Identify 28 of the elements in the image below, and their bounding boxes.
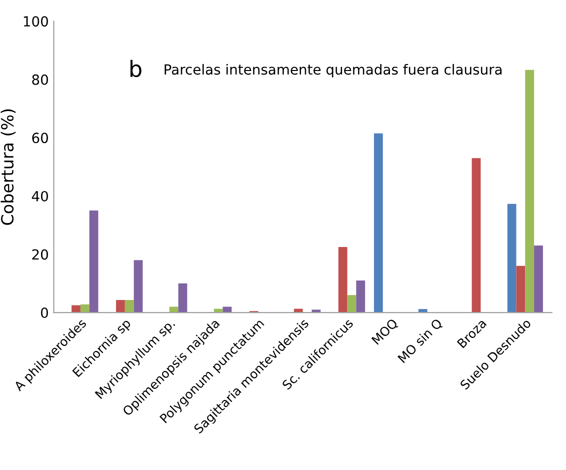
y-tick-label: 20: [32, 249, 48, 260]
bar: [356, 280, 366, 313]
annotation: b: [130, 60, 142, 78]
bar: [347, 295, 356, 313]
y-tick-label: 0: [40, 308, 48, 318]
bar: [169, 306, 178, 313]
bar: [222, 306, 232, 313]
x-tick-label: MO sin Q: [397, 318, 444, 364]
bar: [72, 305, 80, 313]
bar: [534, 246, 543, 313]
bar: [374, 133, 383, 313]
y-tick-label: 80: [32, 74, 48, 85]
bar: [89, 210, 98, 313]
y-axis-title: Cobertura (%): [0, 109, 16, 225]
bar: [516, 266, 526, 313]
bar: [507, 204, 516, 313]
y-tick-label: 60: [32, 132, 48, 144]
bar: [124, 300, 134, 313]
text: Parcelas intensamente quemadas fuera clausura: [164, 64, 502, 78]
y-tick-label: 100: [24, 16, 48, 27]
bar: [178, 283, 188, 313]
bar: [338, 246, 348, 313]
y-tick-label: 40: [32, 190, 48, 202]
bar: [116, 300, 125, 313]
bar: [134, 260, 143, 313]
bar: [472, 158, 481, 313]
bar: [80, 304, 90, 313]
bar: [525, 70, 534, 313]
